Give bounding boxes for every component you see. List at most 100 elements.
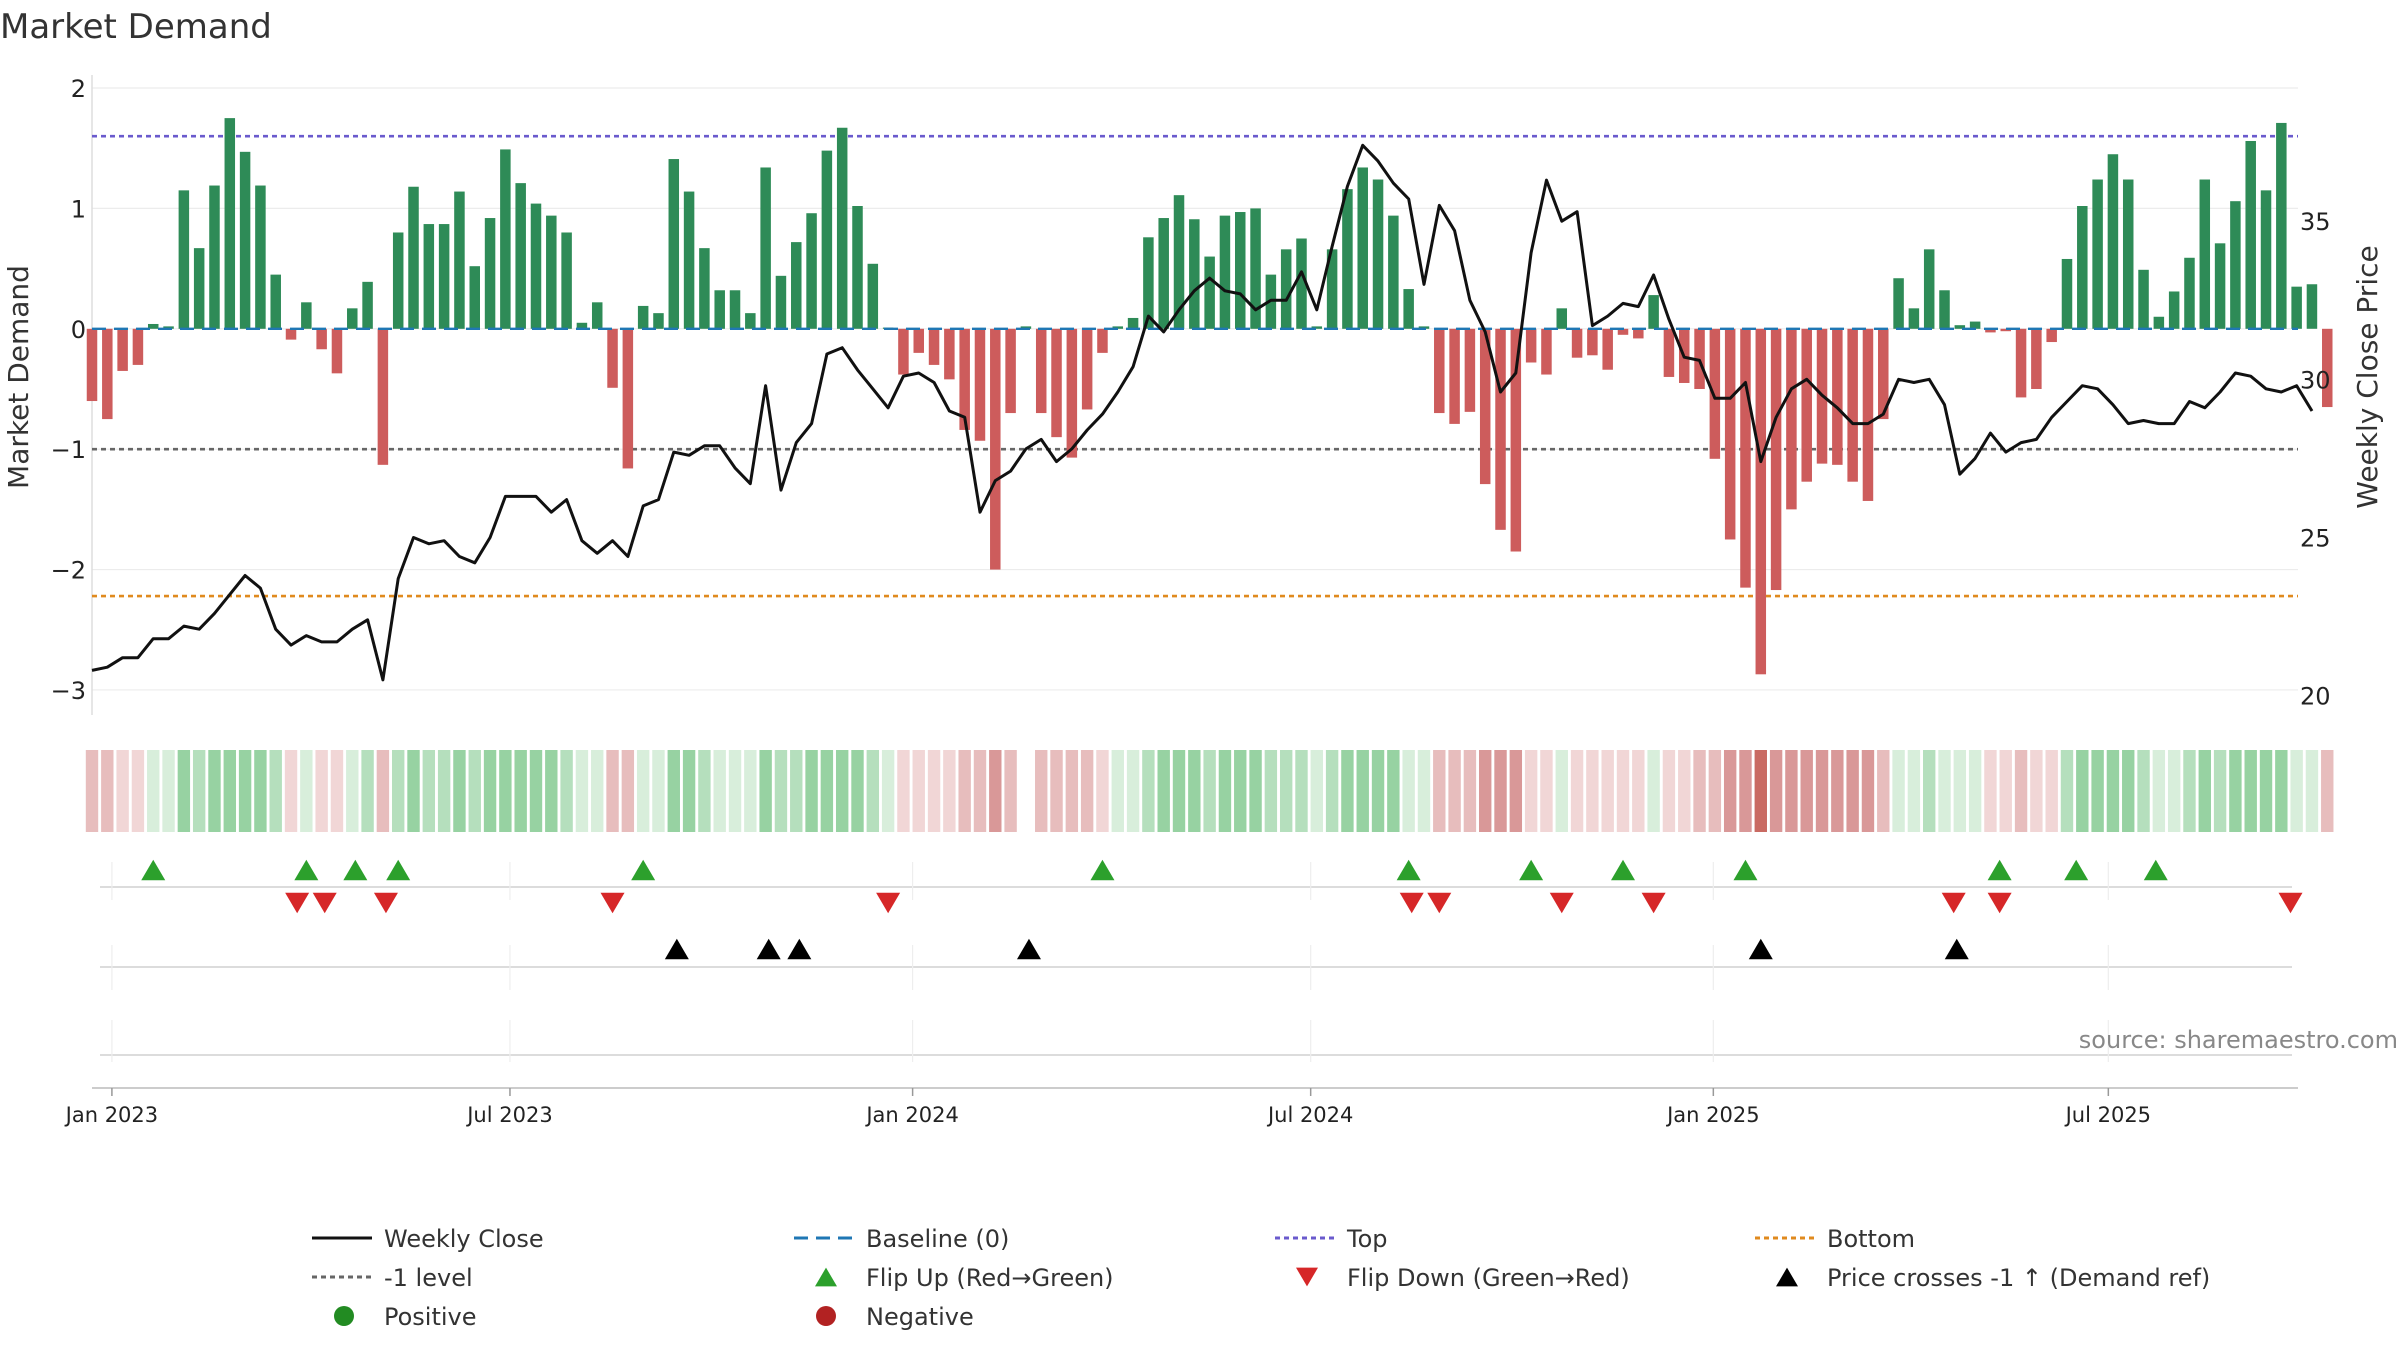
reference-levels [92, 134, 2298, 598]
strip-cell [1540, 750, 1553, 832]
strip-cell [300, 750, 313, 832]
flip-down-marker [876, 892, 901, 914]
flip-up-marker [2143, 859, 2168, 881]
demand-bar-positive [1189, 219, 1200, 329]
strip-cell [1050, 750, 1063, 832]
demand-bar-positive [1556, 308, 1568, 329]
strip-cell [1723, 750, 1737, 832]
legend-circle [334, 1306, 354, 1326]
strip-cell [1080, 750, 1094, 832]
demand-bar-positive [255, 185, 266, 329]
strip-cell [820, 750, 834, 832]
strip-cell [606, 750, 619, 832]
demand-bar-positive [209, 185, 220, 329]
strip-cell [1218, 750, 1232, 832]
legend-swatch-flip_down [1296, 1267, 1318, 1287]
demand-bar-positive [729, 290, 741, 329]
y2-tick-label: 30 [2300, 366, 2331, 394]
demand-bar-positive [576, 322, 588, 329]
demand-bar-negative [898, 328, 909, 375]
strip-cell [1739, 750, 1752, 832]
demand-bar-positive [1388, 215, 1399, 329]
legend-triangle [1296, 1267, 1318, 1287]
strip-cell [1234, 750, 1247, 832]
strip-cell [1096, 750, 1109, 832]
strip-cell [422, 750, 436, 832]
demand-bar-positive [1204, 256, 1215, 329]
strip-cell [361, 750, 374, 832]
demand-bar-negative [1066, 328, 1078, 458]
flip-up-marker [386, 859, 411, 881]
demand-bar-positive [438, 224, 450, 329]
strip-cell [1295, 750, 1308, 832]
date-tick-label: Jul 2025 [2064, 1103, 2151, 1127]
strip-cell [1662, 750, 1676, 832]
strip-cell [101, 750, 114, 832]
strip-cell [177, 750, 191, 832]
strip-cell [1923, 750, 1936, 832]
demand-bar-negative [331, 328, 343, 374]
y-tick-label: −1 [51, 436, 86, 464]
strip-cell [1647, 750, 1660, 832]
demand-bar-positive [408, 186, 419, 329]
demand-bar-positive [2107, 154, 2119, 329]
demand-bar-negative [1724, 328, 1736, 540]
y-tick-label: 1 [71, 195, 86, 223]
date-tick-label: Jul 2024 [1266, 1103, 1353, 1127]
strip-cell [1861, 750, 1875, 832]
demand-bar-positive [591, 302, 603, 329]
strip-cell [1938, 750, 1951, 832]
flip-down-marker [373, 892, 398, 914]
demand-bar-positive [1020, 326, 1032, 329]
strip-cell [2091, 750, 2104, 832]
legend: Weekly Close Baseline (0) Top Bottom -1 leve… [312, 1225, 2210, 1331]
demand-bar-positive [2260, 190, 2272, 329]
legend-label-bottom: Bottom [1827, 1225, 1915, 1253]
demand-bar-negative [2322, 328, 2333, 408]
demand-bar-positive [546, 215, 557, 329]
strip-cell [1172, 750, 1186, 832]
flip-up-marker [294, 859, 319, 881]
legend-label-cross: Price crosses -1 ↑ (Demand ref) [1827, 1264, 2210, 1292]
demand-bar-positive [1418, 326, 1430, 329]
flip-up-marker [1733, 859, 1758, 881]
demand-bar-positive [1648, 295, 1659, 329]
demand-bar-negative [377, 328, 389, 465]
demand-bar-negative [622, 328, 634, 469]
strip-cell [315, 750, 328, 832]
legend-label-minus_one: -1 level [384, 1264, 473, 1292]
strip-cell [238, 750, 252, 832]
y-tick-label: −2 [51, 557, 86, 585]
strip-cell [1846, 750, 1859, 832]
demand-bar-negative [1878, 328, 1889, 420]
strip-cell [529, 750, 543, 832]
demand-bar-negative [1081, 328, 1093, 410]
strip-cell [1387, 750, 1400, 832]
demand-bar-positive [1219, 215, 1231, 329]
demand-color-strip [85, 750, 2334, 832]
strip-cell [468, 750, 481, 832]
strip-cell [728, 750, 742, 832]
strip-cell [943, 750, 956, 832]
flip-up-marker [1396, 859, 1421, 881]
strip-cell [2122, 750, 2135, 832]
demand-bar-positive [2153, 316, 2165, 329]
cross-marker [1748, 938, 1773, 960]
demand-bar-negative [2046, 328, 2057, 343]
y-tick-label: 0 [71, 316, 86, 344]
demand-bar-negative [959, 328, 970, 430]
demand-bar-negative [1633, 328, 1644, 339]
source-note: source: sharemaestro.com [2079, 1026, 2398, 1054]
legend-swatch-negative [816, 1306, 836, 1326]
demand-bar-positive [454, 191, 465, 329]
demand-bar-negative [1740, 328, 1751, 588]
demand-bar-negative [2031, 328, 2042, 389]
cross-marker [664, 938, 689, 960]
strip-cell [2259, 750, 2273, 832]
demand-bar-positive [178, 190, 190, 329]
demand-bar-positive [2291, 286, 2302, 329]
legend-triangle [1776, 1267, 1798, 1287]
demand-bar-positive [2168, 291, 2180, 329]
legend-triangle [815, 1267, 837, 1287]
strip-cell [1601, 750, 1614, 832]
